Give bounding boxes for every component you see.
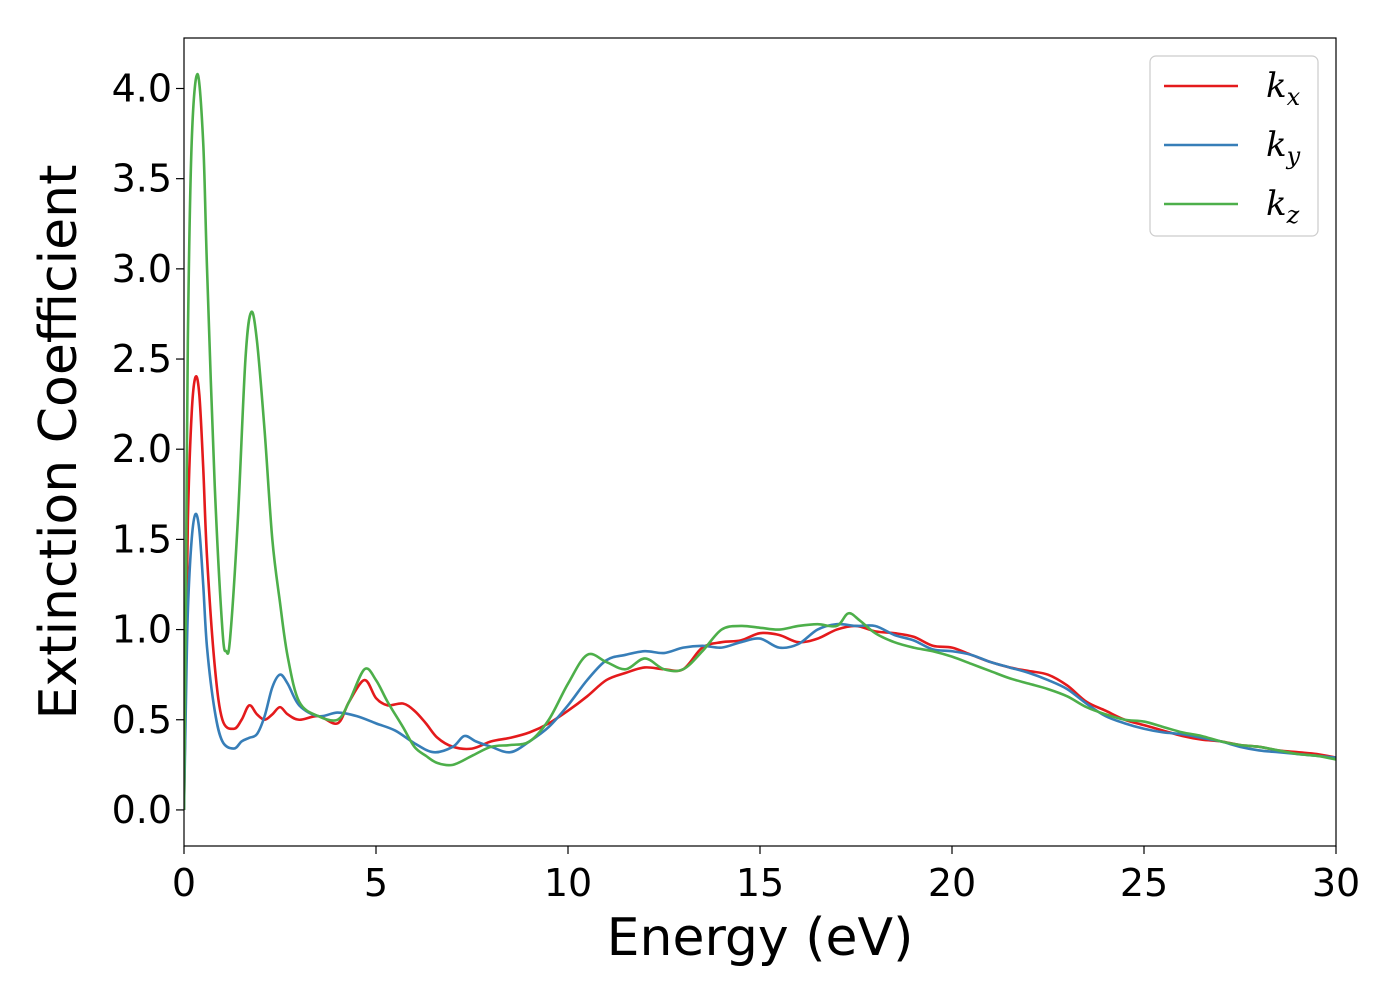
- x-tick-label: 30: [1312, 861, 1360, 905]
- y-tick-label: 1.5: [112, 517, 172, 561]
- x-axis-ticks: 0 5 10 15 20 25 30: [172, 846, 1360, 905]
- y-tick-label: 0.5: [112, 698, 172, 742]
- legend-label-x: kx: [1266, 66, 1301, 111]
- y-axis-ticks: 0.0 0.5 1.0 1.5 2.0 2.5 3.0 3.5 4.0: [112, 67, 184, 832]
- y-tick-label: 4.0: [112, 67, 172, 111]
- y-tick-label: 3.0: [112, 247, 172, 291]
- legend-label-z: kz: [1266, 184, 1300, 229]
- x-tick-label: 0: [172, 861, 196, 905]
- y-tick-label: 2.0: [112, 427, 172, 471]
- x-tick-label: 5: [364, 861, 388, 905]
- series-line-z: [184, 72, 1336, 810]
- x-tick-label: 15: [736, 861, 784, 905]
- x-tick-label: 10: [544, 861, 592, 905]
- y-tick-label: 3.5: [112, 157, 172, 201]
- y-tick-label: 1.0: [112, 608, 172, 652]
- legend: kx ky kz: [1149, 55, 1319, 237]
- series-line-x: [184, 375, 1336, 810]
- series-layer: [184, 72, 1336, 810]
- y-tick-label: 2.5: [112, 337, 172, 381]
- y-tick-label: 0.0: [112, 788, 172, 832]
- x-axis-label: Energy (eV): [607, 908, 914, 968]
- x-tick-label: 25: [1120, 861, 1168, 905]
- y-axis-label: Extinction Coefficient: [29, 165, 89, 720]
- legend-label-y: ky: [1266, 125, 1301, 170]
- x-tick-label: 20: [928, 861, 976, 905]
- series-line-y: [184, 512, 1336, 810]
